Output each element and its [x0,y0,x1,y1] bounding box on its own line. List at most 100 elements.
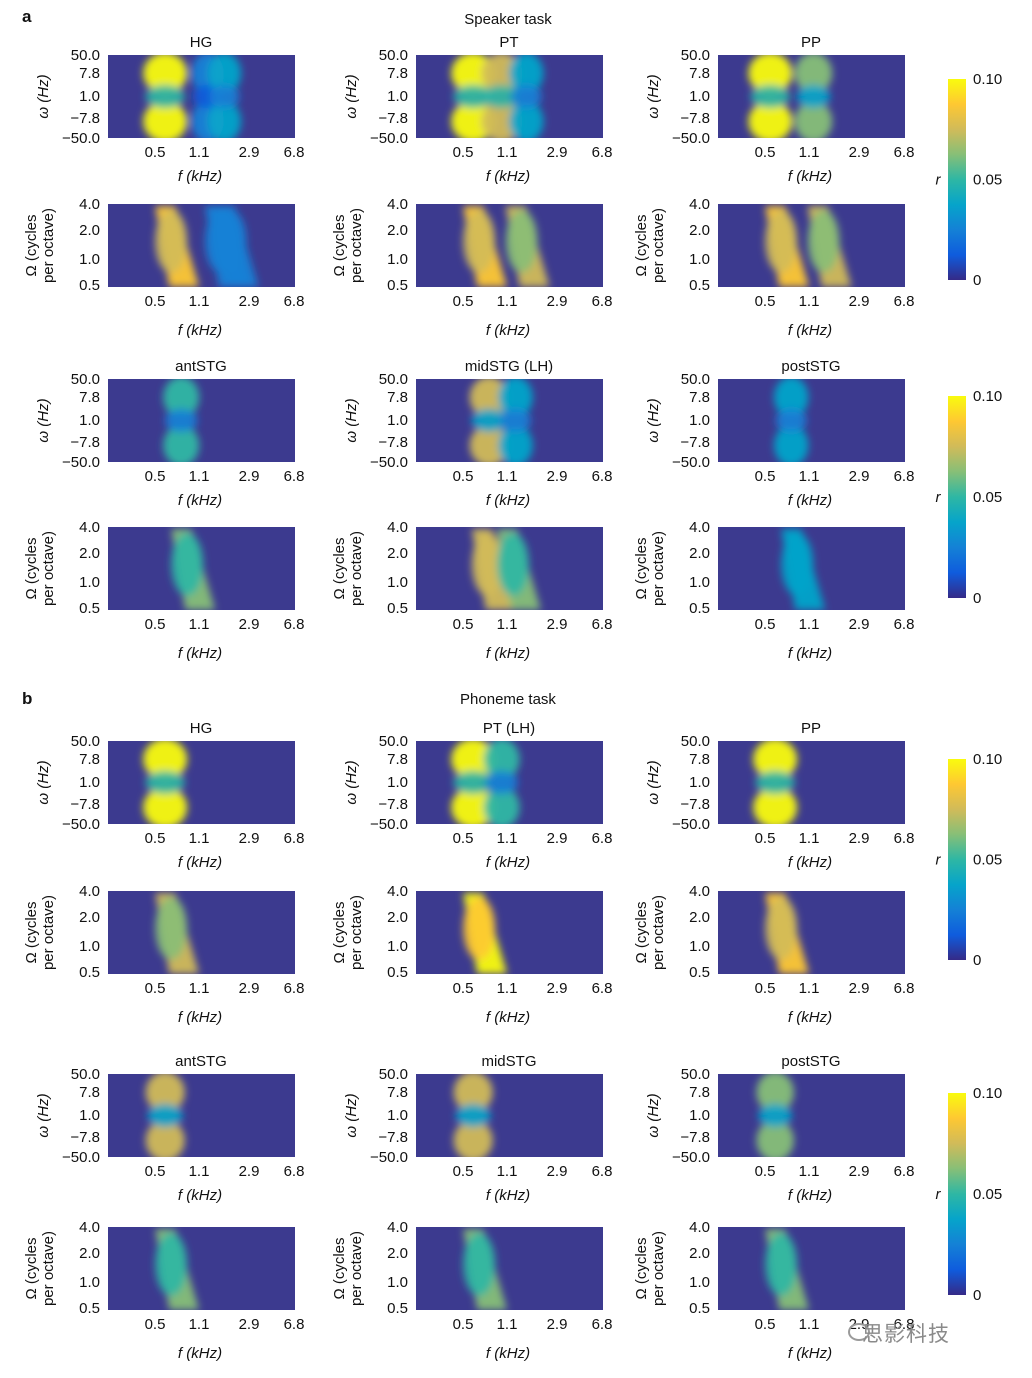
heatmap-blobs [765,206,852,287]
y-axis-label: Ω (cycles [331,1237,348,1299]
y-tick-label: 0.5 [387,600,408,617]
subplot-title: midSTG [481,1053,536,1070]
y-tick-label: 2.0 [689,222,710,239]
heatmap-blob [155,209,188,273]
y-axis-label: ω (Hz) [343,1093,360,1137]
subplot-title: antSTG [175,1053,227,1070]
panel-letter: a [22,7,32,26]
y-axis-label: per octave) [348,1231,365,1306]
y-axis-label: per octave) [650,531,667,606]
y-tick-label: 1.0 [689,88,710,105]
x-tick-label: 6.8 [592,1163,613,1180]
y-tick-label: 0.5 [689,600,710,617]
subplot-temporal: PP 0.5 1.1 2.9 6.8 f (kHz) 50.07.8 1.0 −7.8 −50.0… [645,34,914,185]
heatmap-background [416,1227,603,1310]
heatmap-blob [794,100,833,138]
y-tick-label: 2.0 [79,545,100,562]
subplot-title: PP [801,720,821,737]
panel-letter: b [22,689,32,708]
y-tick-label: 50.0 [71,47,100,64]
y-tick-label: −50.0 [672,1149,710,1166]
y-tick-label: 50.0 [379,47,408,64]
subplot-spectral: 0.5 1.1 2.9 6.8 f (kHz) 4.0 2.0 1.0 0.5 Ω (cycles… [23,1219,304,1362]
x-tick-label: 0.5 [453,980,474,997]
heatmap-background [718,741,905,824]
heatmap-blobs [748,55,833,138]
x-tick-label: 6.8 [284,1316,305,1333]
y-tick-label: 7.8 [689,65,710,82]
y-tick-label: 4.0 [79,196,100,213]
y-tick-label: 1.0 [79,938,100,955]
colorbar-tick-label: 0.10 [973,751,1002,768]
heatmap-blob [453,84,493,109]
x-tick-label: 2.9 [547,293,568,310]
y-tick-label: 2.0 [689,1245,710,1262]
x-tick-label: 2.9 [239,1163,260,1180]
x-axis-label: f (kHz) [486,1187,530,1204]
y-axis-label: Ω (cycles [23,537,40,599]
x-axis-label: f (kHz) [178,1187,222,1204]
colorbar-gradient [948,1093,966,1295]
subplot-title: postSTG [781,1053,840,1070]
y-axis-label: ω (Hz) [35,1093,52,1137]
heatmap-blob [796,84,831,109]
heatmap-blobs [155,893,200,974]
heatmap-background [108,741,295,824]
y-axis-label: Ω (cycles [633,901,650,963]
heatmap-blob [756,1119,794,1157]
x-tick-label: 1.1 [189,1316,210,1333]
heatmap-blobs [453,1074,493,1157]
subplot-title: PP [801,34,821,51]
x-axis-label: f (kHz) [788,645,832,662]
colorbar-gradient [948,396,966,598]
x-axis-label: f (kHz) [486,854,530,871]
x-tick-label: 1.1 [497,830,518,847]
colorbar-label: r [936,172,942,189]
x-tick-label: 6.8 [592,144,613,161]
x-tick-label: 6.8 [894,1163,915,1180]
colorbar-gradient [948,79,966,280]
subplot-temporal: midSTG (LH) 0.5 1.1 2.9 6.8 f (kHz) 50.07.8 1.0… [343,358,612,509]
x-axis-label: f (kHz) [178,322,222,339]
y-tick-label: 4.0 [689,519,710,536]
y-tick-label: −7.8 [70,110,100,127]
y-tick-label: 1.0 [387,938,408,955]
heatmap-blobs [145,1074,185,1157]
y-tick-label: 4.0 [79,519,100,536]
heatmap-blob [753,786,798,824]
y-axis-label: per octave) [40,531,57,606]
heatmap-blob [794,55,833,95]
y-tick-label: 1.0 [689,574,710,591]
y-tick-label: 1.0 [79,574,100,591]
subplot-temporal: HG 0.5 1.1 2.9 6.8 f (kHz) 50.07.8 1.0 −7.8 −50.0… [35,34,304,185]
x-axis-label: f (kHz) [178,1009,222,1026]
y-tick-label: −7.8 [680,1129,710,1146]
heatmap-blobs [451,741,520,824]
y-tick-label: 4.0 [387,1219,408,1236]
heatmap-blob [165,408,198,433]
heatmap-blobs [143,741,188,824]
y-tick-label: 2.0 [79,1245,100,1262]
y-tick-label: −50.0 [672,816,710,833]
heatmap-background [108,1227,295,1310]
y-tick-label: 4.0 [689,883,710,900]
x-tick-label: 1.1 [497,1163,518,1180]
x-tick-label: 2.9 [239,293,260,310]
y-tick-label: 2.0 [387,1245,408,1262]
x-tick-label: 6.8 [284,468,305,485]
y-tick-label: 1.0 [387,412,408,429]
y-axis-label: Ω (cycles [331,537,348,599]
x-tick-label: 2.9 [547,980,568,997]
y-tick-label: −50.0 [370,454,408,471]
y-tick-label: −7.8 [680,434,710,451]
y-tick-label: −7.8 [378,796,408,813]
subplot-temporal: postSTG 0.5 1.1 2.9 6.8 f (kHz) 50.07.8 1.0 −7.8… [645,358,914,509]
y-tick-label: 50.0 [681,371,710,388]
x-tick-label: 2.9 [849,144,870,161]
y-tick-label: 50.0 [681,733,710,750]
heatmap-blobs [463,206,550,287]
heatmap-blobs [155,1229,200,1310]
y-tick-label: −7.8 [680,110,710,127]
x-tick-label: 2.9 [547,616,568,633]
x-tick-label: 2.9 [547,1163,568,1180]
